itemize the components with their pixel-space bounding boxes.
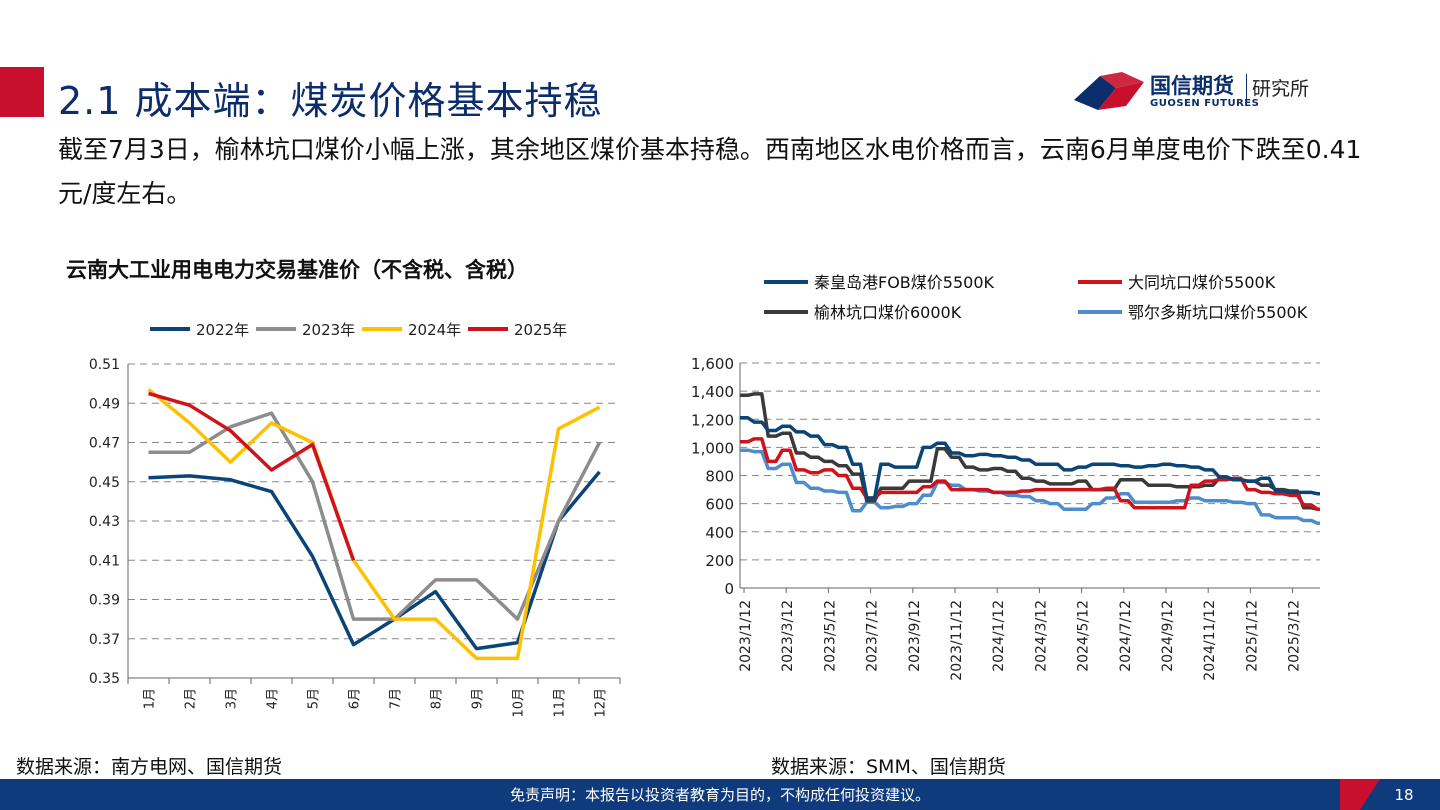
legend-label: 大同坑口煤价5500K	[1128, 273, 1276, 292]
x-tick-label: 2023/3/12	[780, 600, 796, 672]
left-chart-title: 云南大工业用电电力交易基准价（不含税、含税）	[66, 258, 528, 282]
x-tick-label: 2024/5/12	[1076, 600, 1092, 672]
x-tick-label: 2023/11/12	[949, 600, 965, 681]
summary-text: 截至7月3日，榆林坑口煤价小幅上涨，其余地区煤价基本持稳。西南地区水电价格而言，…	[58, 135, 1362, 208]
x-tick-label: 6月	[348, 688, 363, 709]
footer-bar: 免责声明：本报告以投资者教育为目的，不构成任何投资建议。	[0, 779, 1440, 810]
x-tick-label: 2024/11/12	[1202, 600, 1218, 681]
x-tick-label: 2023/1/12	[738, 600, 754, 672]
x-tick-label: 8月	[430, 688, 445, 709]
series-line-2023年	[148, 411, 602, 621]
legend-label: 2022年	[196, 321, 249, 339]
x-tick-label: 4月	[266, 688, 281, 709]
y-tick-label: 0.43	[89, 514, 120, 530]
x-tick-label: 2024/9/12	[1160, 600, 1176, 672]
y-tick-label: 200	[705, 552, 734, 570]
x-tick-label: 3月	[225, 688, 240, 709]
footer-accent-shape	[1340, 779, 1440, 810]
x-tick-label: 2024/1/12	[991, 600, 1007, 672]
series-line-2025年	[148, 391, 356, 561]
logo-department: 研究所	[1252, 78, 1310, 100]
page-title: 2.1 成本端：煤炭价格基本持稳	[58, 79, 603, 123]
x-tick-label: 5月	[307, 688, 322, 709]
x-tick-label: 1月	[143, 688, 158, 709]
coal-price-chart: 0 200 400 600 800 1,000 1,200 1,400 1,600 2023/1/…	[691, 273, 1320, 681]
series-line-榆林坑口煤价6000K	[740, 392, 1320, 512]
x-tick-label: 2023/7/12	[865, 600, 881, 672]
disclaimer: 免责声明：本报告以投资者教育为目的，不构成任何投资建议。	[509, 786, 930, 804]
x-tick-label: 2025/1/12	[1244, 600, 1260, 672]
guosen-logo-icon	[1074, 72, 1144, 110]
y-tick-label: 1,000	[691, 439, 734, 457]
y-tick-label: 0	[724, 580, 734, 598]
x-tick-label: 10月	[512, 688, 527, 718]
left-data-source: 数据来源：南方电网、国信期货	[16, 756, 283, 778]
y-tick-label: 800	[705, 468, 734, 486]
y-tick-label: 600	[705, 496, 734, 514]
title-accent-bar	[0, 67, 44, 117]
logo-english-name: GUOSEN FUTURES	[1150, 98, 1260, 109]
x-tick-label: 2023/5/12	[822, 600, 838, 672]
series-line-秦皇岛港FOB煤价5500K	[740, 416, 1320, 500]
legend-label: 2024年	[408, 321, 461, 339]
y-tick-label: 1,200	[691, 411, 734, 429]
x-tick-label: 2024/7/12	[1118, 600, 1134, 672]
page-number: 18	[1394, 786, 1414, 804]
logo-company-name: 国信期货	[1150, 74, 1234, 98]
y-tick-label: 0.49	[89, 396, 120, 412]
series-line-2024年	[147, 388, 601, 661]
x-tick-label: 2024/3/12	[1033, 600, 1049, 672]
y-tick-label: 0.37	[89, 632, 120, 648]
x-tick-label: 7月	[389, 688, 404, 709]
y-tick-label: 0.51	[89, 357, 120, 373]
y-tick-label: 0.41	[89, 553, 120, 569]
right-data-source: 数据来源：SMM、国信期货	[771, 756, 1006, 778]
yunnan-power-price-chart: 0.35 0.37 0.39 0.41 0.43 0.45 0.47 0.49 0.51 1月 2月…	[89, 321, 621, 718]
y-tick-label: 0.39	[89, 593, 120, 609]
series-line-大同坑口煤价5500K	[740, 437, 1320, 512]
x-tick-label: 12月	[594, 688, 609, 718]
x-tick-label: 2023/9/12	[907, 600, 923, 672]
legend-label: 2023年	[302, 321, 355, 339]
legend-label: 榆林坑口煤价6000K	[814, 303, 962, 322]
y-tick-label: 1,600	[691, 355, 734, 373]
x-tick-label: 2月	[184, 688, 199, 709]
series-line-鄂尔多斯坑口煤价5500K	[740, 448, 1320, 526]
x-tick-label: 2025/3/12	[1287, 600, 1303, 672]
y-tick-label: 400	[705, 524, 734, 542]
legend-label: 2025年	[514, 321, 567, 339]
x-tick-label: 11月	[553, 688, 568, 718]
logo-divider	[1246, 74, 1247, 100]
x-tick-label: 9月	[471, 688, 486, 709]
y-tick-label: 0.45	[89, 475, 120, 491]
y-tick-label: 0.47	[89, 436, 120, 452]
y-tick-label: 0.35	[89, 671, 120, 687]
legend-label: 秦皇岛港FOB煤价5500K	[814, 273, 994, 292]
y-tick-label: 1,400	[691, 383, 734, 401]
guosen-logo: 国信期货 研究所 GUOSEN FUTURES	[1070, 62, 1370, 122]
legend-label: 鄂尔多斯坑口煤价5500K	[1128, 303, 1308, 322]
